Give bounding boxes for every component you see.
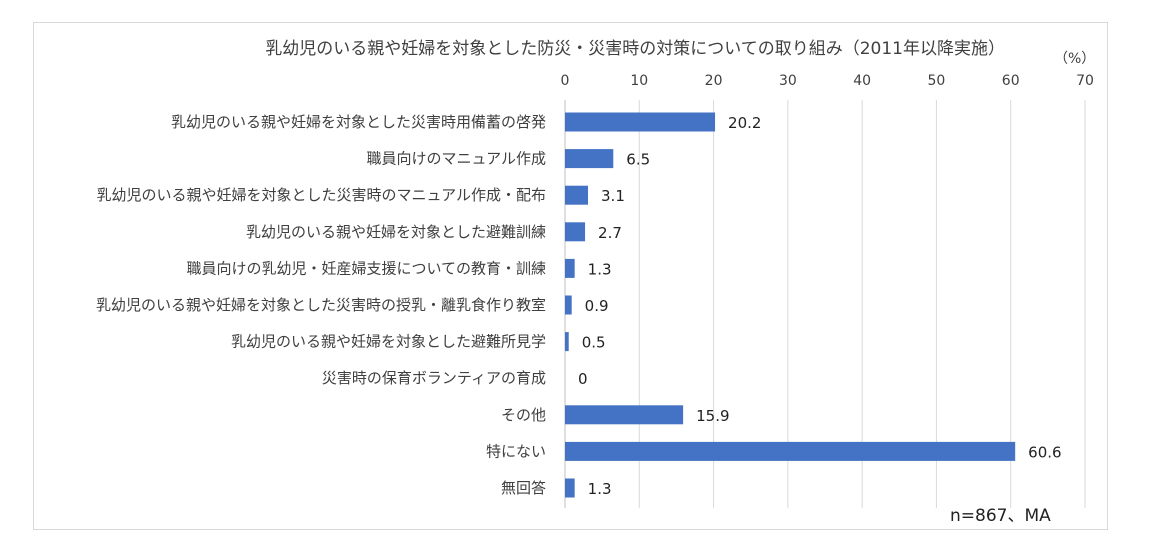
data-label: 0.5 xyxy=(582,334,606,352)
data-label: 60.6 xyxy=(1028,443,1061,461)
bar xyxy=(565,478,575,498)
bar xyxy=(565,258,575,278)
category-label: 乳幼児のいる親や妊婦を対象とした災害時用備蓄の啓発 xyxy=(171,113,546,131)
category-label: 災害時の保育ボランティアの育成 xyxy=(322,369,546,387)
category-label: 乳幼児のいる親や妊婦を対象とした災害時のマニュアル作成・配布 xyxy=(96,186,546,204)
tick-label: 0 xyxy=(561,73,570,89)
bar xyxy=(565,222,586,242)
tick-label: 60 xyxy=(1002,73,1020,89)
tick-label: 50 xyxy=(928,73,946,89)
category-label: その他 xyxy=(501,406,546,424)
bar xyxy=(565,185,589,205)
bar xyxy=(565,332,569,352)
chart-frame xyxy=(33,22,1108,530)
tick-label: 20 xyxy=(705,73,723,89)
data-label: 0 xyxy=(578,370,588,388)
category-label: 乳幼児のいる親や妊婦を対象とした災害時の授乳・離乳食作り教室 xyxy=(96,296,546,314)
tick-label: 40 xyxy=(853,73,871,89)
bar xyxy=(565,112,716,132)
category-label: 職員向けのマニュアル作成 xyxy=(366,150,546,168)
data-label: 0.9 xyxy=(585,297,609,315)
bar xyxy=(565,149,614,169)
tick-label: 10 xyxy=(630,73,648,89)
bar xyxy=(565,441,1016,461)
data-label: 1.3 xyxy=(588,480,612,498)
category-label: 乳幼児のいる親や妊婦を対象とした避難訓練 xyxy=(246,223,546,241)
data-label: 6.5 xyxy=(626,151,650,169)
category-label: 無回答 xyxy=(501,479,546,497)
data-label: 2.7 xyxy=(598,224,622,242)
data-label: 20.2 xyxy=(728,114,761,132)
sample-note: n=867、MA xyxy=(950,506,1051,526)
category-label: 特にない xyxy=(486,442,546,460)
category-label: 職員向けの乳幼児・妊産婦支援についての教育・訓練 xyxy=(186,259,546,277)
bar xyxy=(565,405,684,425)
tick-label: 70 xyxy=(1076,73,1094,89)
data-label: 1.3 xyxy=(588,260,612,278)
chart-title: 乳幼児のいる親や妊婦を対象とした防災・災害時の対策についての取り組み（2011年… xyxy=(265,39,1005,59)
unit-label: （%） xyxy=(1054,51,1096,67)
data-label: 3.1 xyxy=(601,187,625,205)
category-label: 乳幼児のいる親や妊婦を対象とした避難所見学 xyxy=(231,333,546,351)
bar xyxy=(565,295,572,315)
data-label: 15.9 xyxy=(696,407,729,425)
tick-label: 30 xyxy=(779,73,797,89)
